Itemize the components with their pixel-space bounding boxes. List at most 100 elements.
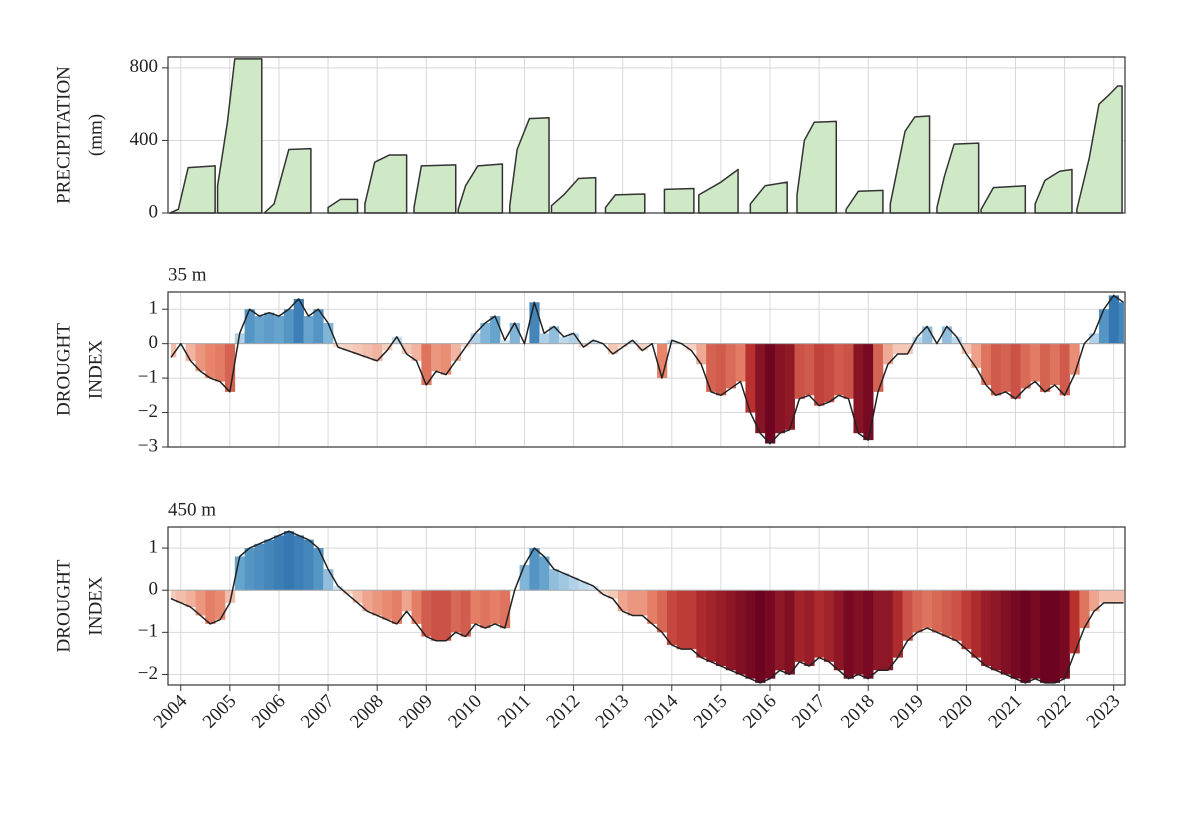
index-stripe	[657, 343, 668, 379]
x-tick-label: 2021	[984, 691, 1026, 733]
index-stripe	[224, 343, 236, 392]
index-stripe	[686, 343, 697, 351]
index-stripe	[1069, 343, 1080, 375]
index-stripe	[303, 316, 314, 344]
index-stripe	[215, 343, 226, 382]
panel: 0 400 800 PRECIPITATION (mm)	[53, 56, 1126, 222]
index-stripe	[922, 590, 933, 629]
panel: −3 −2 −1 0 1 35 m DROUGHT INDEX	[53, 264, 1126, 456]
index-stripe	[824, 343, 835, 403]
x-tick-label: 2009	[395, 691, 437, 733]
y-tick-label: −1	[138, 621, 158, 642]
index-stripe	[882, 343, 894, 365]
index-stripe	[411, 343, 422, 361]
index-stripe	[951, 590, 962, 641]
index-stripe	[617, 343, 628, 348]
index-stripe	[293, 298, 304, 344]
panel-title: 35 m	[168, 264, 207, 285]
precipitation-area	[169, 58, 1123, 214]
index-stripe	[441, 590, 452, 641]
index-stripe	[1118, 302, 1124, 344]
index-stripe	[598, 590, 609, 595]
index-stripe	[205, 590, 216, 624]
index-stripe	[362, 343, 373, 358]
index-stripe	[578, 343, 589, 348]
index-stripe	[941, 326, 953, 344]
index-stripe	[706, 590, 717, 662]
index-stripe	[401, 590, 412, 612]
index-stripe	[274, 316, 285, 344]
index-stripe	[480, 590, 491, 629]
index-stripe	[902, 590, 913, 641]
index-stripe	[509, 323, 520, 344]
index-stripe	[470, 590, 481, 624]
index-stripe	[784, 590, 795, 675]
index-stripe	[824, 590, 835, 662]
index-stripe	[323, 323, 334, 344]
index-stripe	[588, 585, 599, 591]
index-stripe	[1000, 590, 1011, 675]
index-stripe	[833, 590, 845, 671]
y-tick-label: 0	[149, 201, 159, 222]
index-stripe	[804, 590, 815, 667]
index-stripe	[244, 309, 255, 344]
index-stripe	[715, 590, 727, 667]
index-stripe	[450, 343, 462, 361]
index-stripe	[715, 343, 727, 396]
index-stripe	[892, 590, 903, 658]
index-stripe	[686, 590, 697, 650]
index-stripe	[175, 590, 187, 603]
index-stripe	[283, 531, 295, 591]
index-stripe	[696, 590, 707, 658]
index-stripe	[1000, 343, 1011, 392]
index-stripe	[170, 343, 177, 358]
y-tick-label: 0	[149, 579, 159, 600]
index-stripe	[735, 343, 746, 382]
index-stripe	[244, 548, 255, 591]
index-stripe	[490, 590, 501, 624]
y-axis-label: PRECIPITATION	[53, 66, 74, 204]
index-stripe	[637, 343, 648, 351]
x-tick-label: 2022	[1034, 691, 1076, 733]
index-stripe	[391, 590, 403, 624]
y-tick-label: 400	[130, 129, 159, 150]
index-stripe	[804, 343, 815, 396]
index-stripe	[941, 590, 953, 637]
index-stripe	[539, 333, 550, 344]
index-stripe	[1040, 343, 1051, 392]
index-stripe	[185, 590, 196, 608]
index-stripe	[1010, 343, 1021, 399]
index-stripe	[391, 336, 403, 344]
index-stripe	[382, 343, 393, 351]
index-stripe	[293, 535, 304, 591]
index-stripe	[971, 343, 982, 368]
index-stripe	[725, 590, 737, 671]
index-stripe	[765, 590, 776, 679]
plot-frame	[167, 56, 1126, 214]
plot-frame	[167, 526, 1126, 686]
index-line	[170, 294, 1124, 445]
x-tick-label: 2012	[542, 691, 584, 733]
index-stripe	[853, 343, 864, 434]
index-stripe	[558, 573, 570, 591]
y-axis-label: (mm)	[85, 114, 106, 156]
index-stripe	[912, 590, 923, 633]
index-stripe	[313, 309, 324, 344]
x-tick-label: 2023	[1083, 691, 1125, 733]
index-stripe	[588, 340, 599, 344]
index-stripe	[1108, 295, 1120, 344]
index-stripe	[499, 590, 511, 629]
y-tick-label: −3	[138, 435, 158, 456]
index-stripe	[362, 590, 373, 612]
index-stripe	[607, 590, 619, 599]
index-stripe	[794, 590, 805, 662]
index-stripe	[470, 333, 481, 344]
index-stripe	[961, 590, 972, 650]
index-stripe	[1098, 309, 1110, 344]
index-stripe	[519, 564, 530, 591]
x-tick-label: 2013	[592, 691, 634, 733]
x-tick-label: 2008	[346, 691, 388, 733]
index-stripe	[755, 343, 766, 434]
